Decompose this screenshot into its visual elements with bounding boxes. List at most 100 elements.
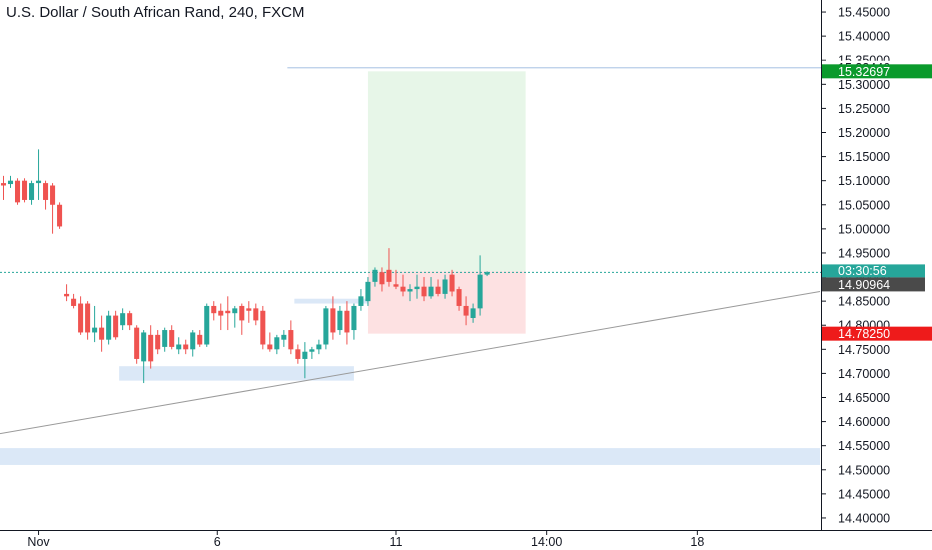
candle-body xyxy=(477,274,483,309)
candle-body xyxy=(253,308,259,321)
candle xyxy=(330,296,336,340)
candle-body xyxy=(351,305,357,331)
support-zone[interactable] xyxy=(294,298,418,304)
candle xyxy=(449,269,455,297)
candle xyxy=(316,339,322,355)
candle-body xyxy=(85,303,91,333)
candle-body xyxy=(449,274,455,292)
chart-title: U.S. Dollar / South African Rand, 240, F… xyxy=(6,4,305,21)
candle xyxy=(43,180,49,210)
candle xyxy=(197,330,203,347)
y-tick-label: 14.85000 xyxy=(838,295,890,309)
candle-body xyxy=(358,296,364,306)
position-target-area[interactable] xyxy=(367,71,526,272)
candle-body xyxy=(176,344,182,350)
candle xyxy=(232,305,238,328)
candle xyxy=(57,202,63,229)
candle xyxy=(99,315,105,352)
candle-body xyxy=(330,308,336,333)
support-zones xyxy=(0,298,820,465)
candle xyxy=(92,305,98,343)
candle xyxy=(456,286,462,311)
candle xyxy=(14,178,21,205)
candle-body xyxy=(78,303,84,333)
candle-body xyxy=(197,334,203,345)
candle-body xyxy=(288,330,294,350)
candle-body xyxy=(190,332,196,350)
candle xyxy=(274,334,280,355)
x-tick-label: 11 xyxy=(389,535,402,549)
current-price-tag: 03:30:56 14.90964 xyxy=(822,264,925,292)
y-tick-label: 15.15000 xyxy=(838,150,890,164)
candle xyxy=(29,180,35,205)
candle xyxy=(393,269,399,290)
y-tick-label: 15.40000 xyxy=(838,30,890,44)
candle-body xyxy=(211,305,217,314)
candle xyxy=(64,284,70,302)
candle-body xyxy=(337,310,343,331)
candle xyxy=(7,175,14,188)
candle-body xyxy=(484,272,490,275)
x-tick-label: 14:00 xyxy=(531,535,562,549)
candle-body xyxy=(428,286,434,297)
candle-body xyxy=(463,305,469,316)
y-tick-label: 14.55000 xyxy=(838,439,890,453)
candle xyxy=(484,271,490,277)
candle xyxy=(281,330,287,347)
candle xyxy=(169,325,175,350)
candle-body xyxy=(148,334,154,362)
candle xyxy=(106,310,112,345)
candle-body xyxy=(344,310,350,333)
candle xyxy=(351,303,357,340)
candle xyxy=(463,296,469,326)
support-zone[interactable] xyxy=(119,366,354,381)
y-tick-label: 15.00000 xyxy=(838,222,890,236)
candle xyxy=(421,277,427,302)
candle-body xyxy=(379,272,385,285)
candle xyxy=(442,274,448,299)
candle-body xyxy=(435,286,441,294)
x-tick-label: 18 xyxy=(690,535,704,549)
candle-body xyxy=(99,327,105,340)
candle xyxy=(50,183,56,234)
candle-body xyxy=(7,180,14,185)
candle xyxy=(141,330,147,384)
current-price-label: 14.90964 xyxy=(838,278,890,292)
candle-body xyxy=(386,269,392,282)
candle-body xyxy=(204,305,210,345)
candle xyxy=(113,310,119,340)
candle-body xyxy=(295,349,301,359)
candle xyxy=(365,277,371,306)
candle xyxy=(120,308,126,331)
candle-body xyxy=(71,298,77,306)
trendline[interactable] xyxy=(0,291,821,435)
candle-body xyxy=(302,351,308,359)
candle xyxy=(372,267,378,287)
x-tick-label: Nov xyxy=(27,535,50,549)
candle-body xyxy=(393,284,399,287)
candle xyxy=(183,339,189,355)
candle-body xyxy=(260,310,266,345)
y-tick-label: 15.30000 xyxy=(838,78,890,92)
candle-body xyxy=(232,308,238,314)
candle xyxy=(155,330,161,355)
candle xyxy=(302,342,308,379)
y-tick-label: 14.50000 xyxy=(838,463,890,477)
candle-body xyxy=(64,293,70,297)
candle-body xyxy=(414,286,420,290)
y-tick-label: 14.45000 xyxy=(838,487,890,501)
y-tick-label: 14.75000 xyxy=(838,343,890,357)
long-position-tool[interactable] xyxy=(367,71,526,334)
candle xyxy=(344,301,350,345)
candle-body xyxy=(407,289,413,292)
candle-body xyxy=(225,310,231,314)
candle-body xyxy=(470,308,476,318)
y-tick-label: 15.10000 xyxy=(838,174,890,188)
y-tick-label: 15.45000 xyxy=(838,6,890,20)
candle-body xyxy=(155,334,161,350)
support-zone[interactable] xyxy=(0,448,820,465)
candle xyxy=(71,293,77,309)
candle xyxy=(148,325,154,369)
candle-body xyxy=(29,183,35,200)
